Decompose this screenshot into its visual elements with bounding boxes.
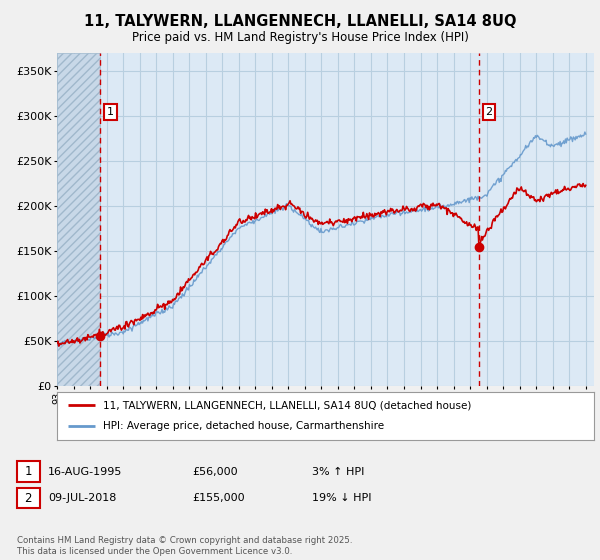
Text: 09-JUL-2018: 09-JUL-2018 bbox=[48, 493, 116, 503]
Text: 2: 2 bbox=[485, 107, 493, 116]
Text: 16-AUG-1995: 16-AUG-1995 bbox=[48, 466, 122, 477]
Text: 19% ↓ HPI: 19% ↓ HPI bbox=[312, 493, 371, 503]
Text: 1: 1 bbox=[107, 107, 114, 116]
Text: Contains HM Land Registry data © Crown copyright and database right 2025.
This d: Contains HM Land Registry data © Crown c… bbox=[17, 536, 352, 556]
Text: 11, TALYWERN, LLANGENNECH, LLANELLI, SA14 8UQ (detached house): 11, TALYWERN, LLANGENNECH, LLANELLI, SA1… bbox=[103, 400, 471, 410]
Bar bbox=[57, 53, 100, 386]
Text: £56,000: £56,000 bbox=[192, 466, 238, 477]
Text: 3% ↑ HPI: 3% ↑ HPI bbox=[312, 466, 364, 477]
Text: HPI: Average price, detached house, Carmarthenshire: HPI: Average price, detached house, Carm… bbox=[103, 421, 384, 431]
Text: £155,000: £155,000 bbox=[192, 493, 245, 503]
Text: 2: 2 bbox=[25, 492, 32, 505]
Text: 11, TALYWERN, LLANGENNECH, LLANELLI, SA14 8UQ: 11, TALYWERN, LLANGENNECH, LLANELLI, SA1… bbox=[84, 14, 516, 29]
Text: 1: 1 bbox=[25, 465, 32, 478]
Text: Price paid vs. HM Land Registry's House Price Index (HPI): Price paid vs. HM Land Registry's House … bbox=[131, 31, 469, 44]
